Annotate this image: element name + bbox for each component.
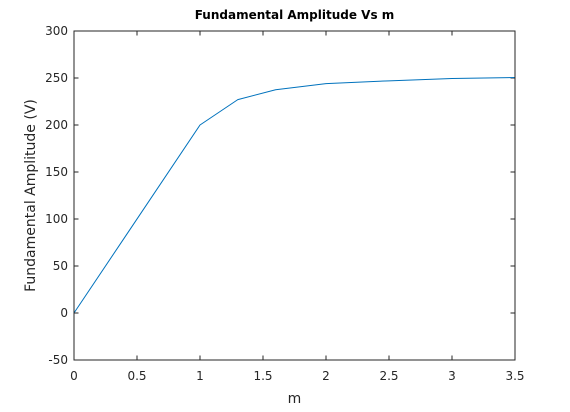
y-tick-label: 150: [45, 165, 68, 179]
plot-area: [74, 31, 515, 360]
y-tick-label: 100: [45, 212, 68, 226]
x-tick-label: 0: [70, 369, 78, 383]
plot-frame: [73, 30, 516, 361]
y-tick-label: 300: [45, 24, 68, 38]
x-tick-label: 3.5: [505, 369, 524, 383]
y-tick-label: -50: [48, 353, 68, 367]
y-tick-label: 250: [45, 71, 68, 85]
chart-title: Fundamental Amplitude Vs m: [195, 8, 395, 22]
x-tick-label: 3: [448, 369, 456, 383]
x-axis-label: m: [288, 391, 302, 407]
x-tick-label: 0.5: [127, 369, 146, 383]
series-line: [73, 77, 516, 314]
x-tick-label: 1.5: [253, 369, 272, 383]
y-axis-label: Fundamental Amplitude (V): [23, 99, 39, 292]
x-tick-label: 1: [196, 369, 204, 383]
y-tick-label: 200: [45, 118, 68, 132]
y-tick-label: 50: [53, 259, 68, 273]
x-tick-label: 2.5: [379, 369, 398, 383]
y-tick-label: 0: [60, 306, 68, 320]
x-tick-label: 2: [322, 369, 330, 383]
